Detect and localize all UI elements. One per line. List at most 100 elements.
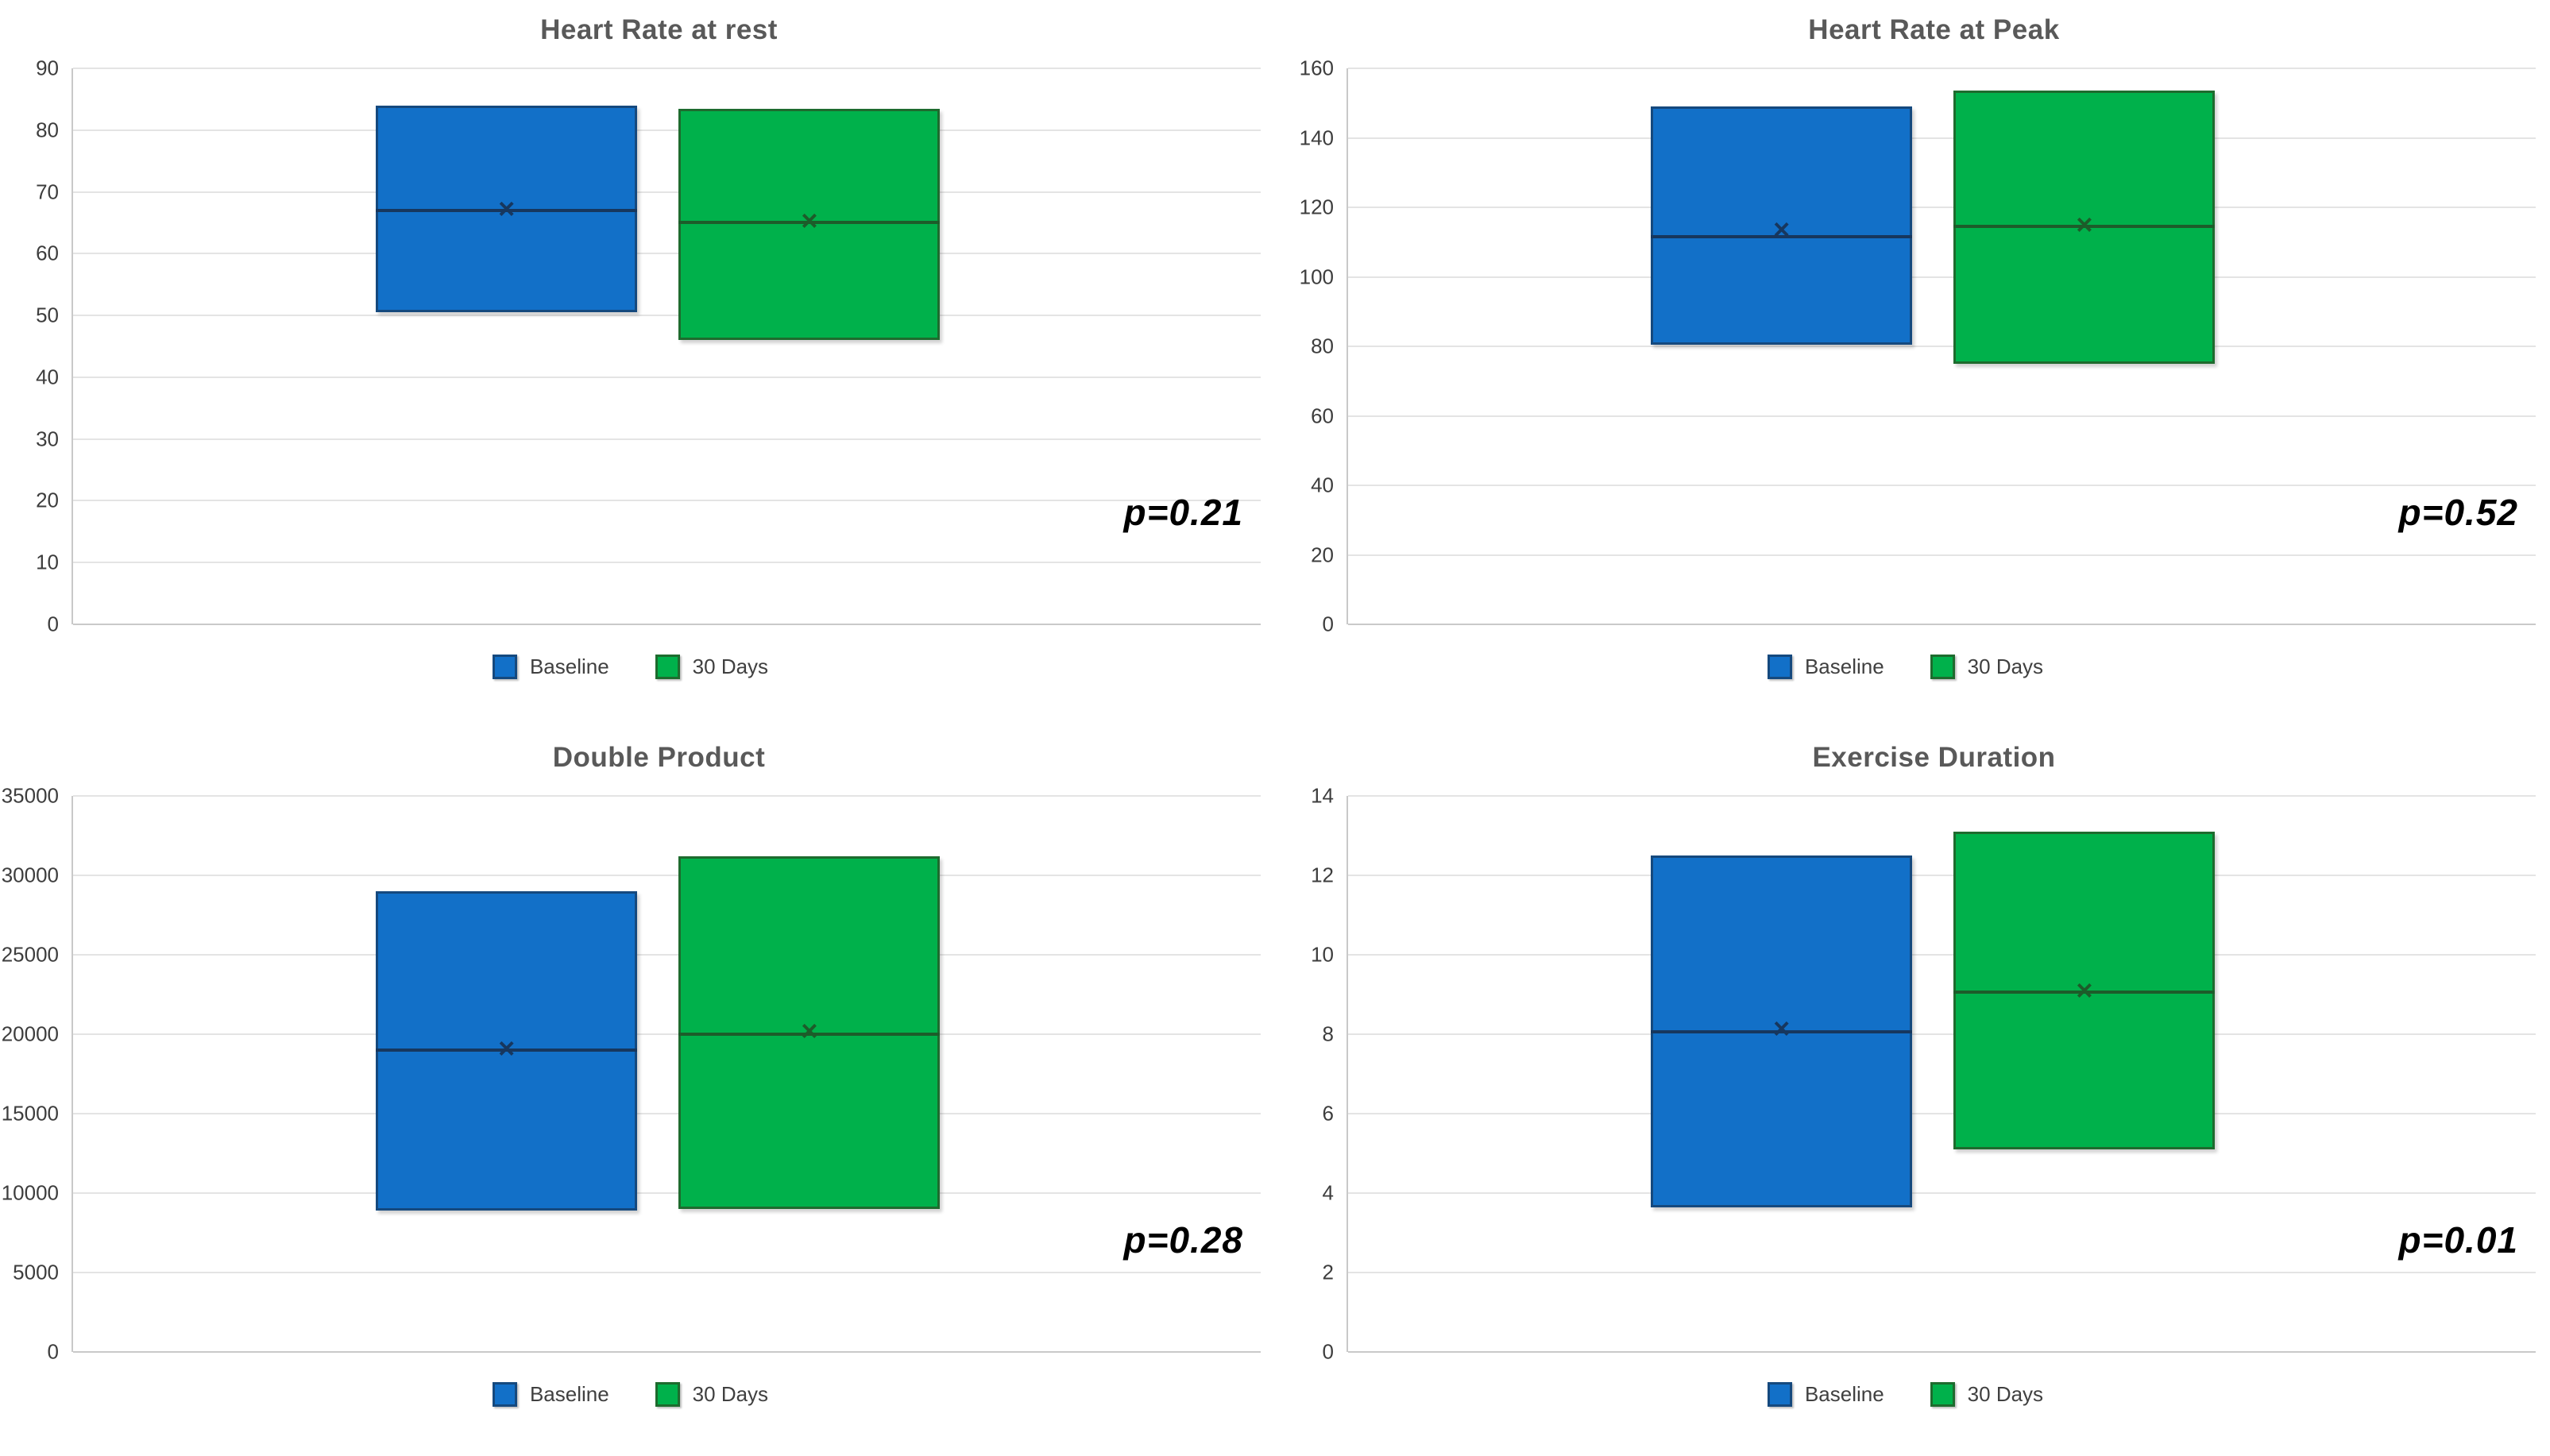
median-line: [1953, 225, 2216, 229]
y-tick-label: 90: [36, 56, 59, 80]
chart-title: Heart Rate at rest: [540, 14, 778, 45]
y-tick-label: 6: [1322, 1101, 1334, 1126]
y-tick-label: 20: [1311, 543, 1334, 566]
chart-double-product: Double Product 35000 30000 25000 20000 15000…: [0, 728, 1275, 1456]
chart-heart-rate-at-rest: Heart Rate at rest 90 80 70 60 50 40 30 20 10 0 p…: [0, 0, 1275, 728]
gridline: [73, 953, 1261, 956]
box-30days: ×: [678, 855, 941, 1209]
plot-area: p=0.21 × ×: [71, 68, 1261, 625]
chart-body: 14 12 10 8 6 4 2 0 p=0.01 × ×: [1275, 784, 2536, 1364]
gridline: [73, 624, 1261, 625]
mean-x-marker-icon: ×: [801, 1014, 818, 1047]
legend-item-baseline: Baseline: [1767, 655, 1884, 679]
y-axis-labels: 160 140 120 100 80 60 40 20 0: [1275, 56, 1346, 636]
median-line: [678, 221, 941, 225]
gridline: [73, 191, 1261, 193]
plot-area: p=0.28 × ×: [71, 795, 1261, 1353]
legend-item-30days: 30 Days: [655, 655, 768, 679]
gridline: [73, 795, 1261, 797]
y-tick-label: 100: [1299, 265, 1334, 288]
gridline: [73, 562, 1261, 564]
median-line: [1651, 234, 1913, 238]
chart-title: Heart Rate at Peak: [1808, 14, 2060, 45]
median-line: [376, 1049, 638, 1052]
gridline: [1348, 207, 2536, 208]
baseline-swatch-icon: [492, 1382, 517, 1407]
baseline-swatch-icon: [492, 655, 517, 679]
gridline: [73, 376, 1261, 378]
legend-label-baseline: Baseline: [1804, 1382, 1884, 1406]
baseline-swatch-icon: [1767, 1382, 1792, 1407]
y-axis-labels: 90 80 70 60 50 40 30 20 10 0: [0, 56, 71, 636]
chart-body: 160 140 120 100 80 60 40 20 0 p=0.52 × ×: [1275, 56, 2536, 636]
y-tick-label: 8: [1322, 1022, 1334, 1046]
box-30days: ×: [678, 108, 941, 341]
box-baseline: ×: [1651, 106, 1913, 345]
median-line: [1651, 1030, 1913, 1034]
chart-body: 90 80 70 60 50 40 30 20 10 0 p=0.21 × ×: [0, 56, 1261, 636]
box-baseline: ×: [376, 891, 638, 1211]
gridline: [73, 1272, 1261, 1273]
y-tick-label: 10: [36, 550, 59, 574]
gridline: [73, 1112, 1261, 1114]
gridline: [73, 315, 1261, 317]
legend-label-baseline: Baseline: [529, 655, 609, 678]
gridline: [1348, 795, 2536, 797]
chart-title: Exercise Duration: [1812, 742, 2056, 773]
legend-label-30days: 30 Days: [692, 1382, 769, 1406]
mean-x-marker-icon: ×: [801, 204, 818, 238]
y-tick-label: 0: [1322, 612, 1334, 636]
gridline: [1348, 1351, 2536, 1353]
gridline: [1348, 554, 2536, 556]
30days-swatch-icon: [655, 1382, 680, 1407]
y-tick-label: 15000: [1, 1101, 59, 1126]
p-value-label: p=0.01: [2398, 1219, 2518, 1261]
y-tick-label: 60: [36, 241, 59, 265]
y-tick-label: 30000: [1, 863, 59, 887]
gridline: [73, 68, 1261, 69]
box-30days: ×: [1953, 832, 2216, 1149]
y-tick-label: 70: [36, 180, 59, 204]
30days-swatch-icon: [1930, 1382, 1955, 1407]
box-baseline: ×: [376, 105, 638, 313]
legend-item-30days: 30 Days: [1930, 655, 2043, 679]
p-value-label: p=0.28: [1123, 1219, 1243, 1261]
mean-x-marker-icon: ×: [1773, 213, 1791, 246]
y-tick-label: 30: [36, 427, 59, 451]
y-tick-label: 140: [1299, 126, 1334, 149]
legend-item-30days: 30 Days: [655, 1382, 768, 1407]
gridline: [1348, 874, 2536, 876]
gridline: [1348, 1272, 2536, 1273]
chart-body: 35000 30000 25000 20000 15000 10000 5000 0 p=0.…: [0, 784, 1261, 1364]
gridline: [73, 1033, 1261, 1035]
y-tick-label: 10: [1311, 942, 1334, 967]
y-tick-label: 20000: [1, 1022, 59, 1046]
chart-exercise-duration: Exercise Duration 14 12 10 8 6 4 2 0 p=0.01 × × …: [1275, 728, 2550, 1456]
y-tick-label: 10000: [1, 1180, 59, 1205]
gridline: [1348, 1112, 2536, 1114]
30days-swatch-icon: [1930, 655, 1955, 679]
y-tick-label: 160: [1299, 56, 1334, 80]
y-tick-label: 25000: [1, 942, 59, 967]
legend-label-30days: 30 Days: [692, 655, 769, 678]
plot-area: p=0.01 × ×: [1346, 795, 2536, 1353]
gridline: [73, 1351, 1261, 1353]
median-line: [1953, 991, 2216, 994]
legend-label-baseline: Baseline: [529, 1382, 609, 1406]
gridline: [73, 129, 1261, 131]
y-tick-label: 0: [1322, 1339, 1334, 1364]
y-tick-label: 14: [1311, 783, 1334, 808]
gridline: [73, 874, 1261, 876]
legend-item-baseline: Baseline: [1767, 1382, 1884, 1407]
legend: Baseline 30 Days: [1275, 655, 2536, 679]
y-tick-label: 12: [1311, 863, 1334, 887]
y-tick-label: 120: [1299, 195, 1334, 219]
gridline: [1348, 485, 2536, 486]
y-tick-label: 35000: [1, 783, 59, 808]
median-line: [376, 208, 638, 212]
legend-item-baseline: Baseline: [492, 1382, 609, 1407]
legend-label-baseline: Baseline: [1804, 655, 1884, 678]
y-tick-label: 5000: [13, 1260, 59, 1284]
legend-item-30days: 30 Days: [1930, 1382, 2043, 1407]
mean-x-marker-icon: ×: [498, 191, 516, 225]
